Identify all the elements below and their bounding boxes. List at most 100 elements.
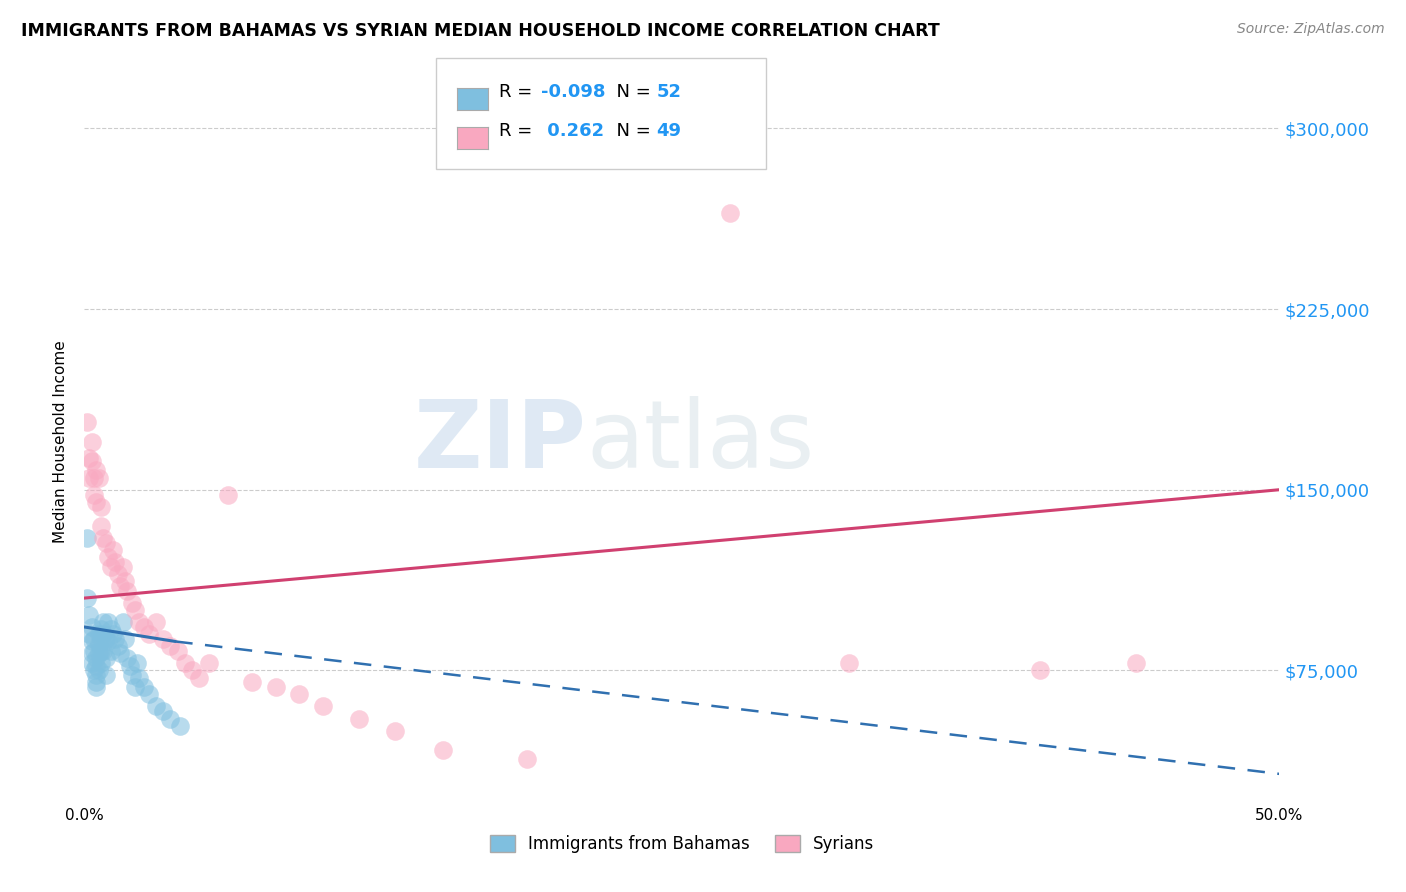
Point (159, 712, 181, 726)
Text: 52: 52 (657, 83, 682, 101)
Text: -0.098: -0.098 (541, 83, 606, 101)
Point (110, 647, 132, 661)
Point (93, 627, 115, 641)
Point (217, 487, 239, 501)
Text: atlas: atlas (586, 395, 814, 488)
Point (152, 704, 174, 718)
Point (87, 471, 110, 485)
Point (80, 454, 103, 468)
Point (128, 671, 150, 685)
Point (90, 519, 112, 533)
Point (240, 675, 263, 690)
Point (166, 644, 188, 658)
Point (1125, 656, 1147, 670)
Point (349, 712, 371, 726)
Point (132, 680, 156, 694)
Point (83, 664, 105, 678)
Point (93, 644, 115, 658)
Point (384, 723, 406, 738)
Point (145, 615, 167, 630)
Point (87, 647, 110, 661)
Point (104, 632, 127, 646)
Point (121, 596, 143, 610)
Text: 49: 49 (657, 122, 682, 140)
Point (125, 656, 148, 670)
Point (83, 471, 105, 485)
Point (117, 651, 139, 665)
Point (138, 687, 160, 701)
Point (86, 658, 108, 673)
Point (718, 206, 741, 220)
Point (159, 639, 181, 653)
Point (197, 656, 219, 670)
Point (152, 632, 174, 646)
Point (87, 637, 110, 651)
Point (80, 434, 103, 449)
Point (288, 687, 311, 701)
Point (114, 574, 136, 589)
Point (90, 644, 112, 658)
Point (111, 559, 134, 574)
Point (97, 550, 120, 565)
Point (90, 632, 112, 646)
Point (93, 615, 115, 630)
Point (188, 671, 211, 685)
Point (94, 632, 117, 646)
Point (312, 699, 335, 714)
Point (114, 632, 136, 646)
Point (432, 743, 454, 757)
Point (86, 675, 108, 690)
Point (80, 647, 103, 661)
Text: Source: ZipAtlas.com: Source: ZipAtlas.com (1237, 22, 1385, 37)
Point (90, 656, 112, 670)
Point (80, 656, 103, 670)
Point (111, 615, 134, 630)
Point (76, 591, 98, 606)
Point (83, 487, 105, 501)
Point (117, 583, 139, 598)
Point (80, 620, 103, 634)
Point (86, 680, 108, 694)
Text: ZIP: ZIP (413, 395, 586, 488)
Point (83, 632, 105, 646)
Point (104, 555, 127, 569)
Point (97, 615, 120, 630)
Point (516, 752, 538, 766)
Text: R =: R = (499, 83, 538, 101)
Point (1029, 664, 1052, 678)
Point (101, 542, 124, 557)
Point (86, 463, 108, 477)
Point (107, 639, 129, 653)
Point (124, 680, 146, 694)
Point (264, 680, 287, 694)
Point (77, 627, 100, 641)
Text: IMMIGRANTS FROM BAHAMAS VS SYRIAN MEDIAN HOUSEHOLD INCOME CORRELATION CHART: IMMIGRANTS FROM BAHAMAS VS SYRIAN MEDIAN… (21, 22, 939, 40)
Point (77, 471, 100, 485)
Point (90, 623, 112, 637)
Legend: Immigrants from Bahamas, Syrians: Immigrants from Bahamas, Syrians (482, 828, 882, 860)
Point (118, 658, 141, 673)
Point (145, 699, 167, 714)
Point (76, 531, 98, 545)
Point (128, 615, 150, 630)
Point (124, 603, 146, 617)
Text: N =: N = (605, 122, 657, 140)
Point (107, 567, 129, 582)
Point (101, 627, 124, 641)
Text: 0.262: 0.262 (541, 122, 605, 140)
Point (94, 651, 117, 665)
Point (121, 668, 143, 682)
Text: N =: N = (605, 83, 657, 101)
Point (97, 634, 120, 648)
Point (77, 607, 100, 622)
Point (94, 535, 117, 549)
Point (100, 644, 122, 658)
Point (77, 451, 100, 466)
Point (93, 531, 115, 545)
Point (138, 627, 160, 641)
Point (100, 623, 122, 637)
Point (83, 644, 105, 658)
Point (94, 668, 117, 682)
Text: R =: R = (499, 122, 538, 140)
Point (76, 415, 98, 429)
